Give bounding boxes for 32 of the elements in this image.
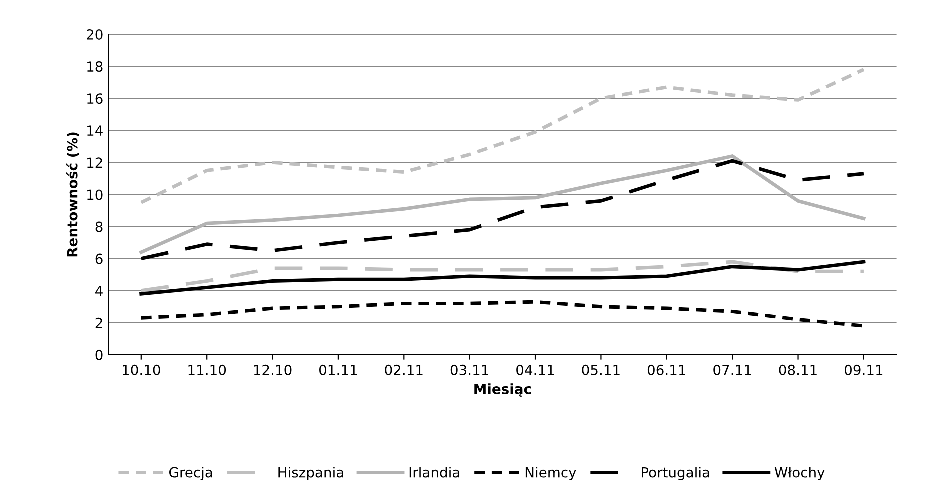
x-tick-label: 08.11: [779, 364, 817, 376]
x-tick-label: 09.11: [844, 364, 883, 376]
legend-label: Grecja: [170, 467, 212, 480]
legend-label: Włochy: [774, 467, 825, 480]
x-tick-label: 01.11: [320, 364, 358, 376]
legend-label: Portugalia: [642, 467, 710, 480]
x-tick-label: 06.11: [648, 364, 686, 376]
y-tick-label: 4: [96, 286, 103, 296]
x-tick-label: 12.10: [254, 364, 292, 376]
y-tick-label: 16: [88, 94, 103, 104]
y-tick-label: 12: [88, 158, 102, 168]
x-tick-label: 11.10: [188, 364, 226, 376]
y-tick-label: 10: [88, 190, 103, 200]
y-tick-label: 8: [96, 222, 103, 232]
x-tick-label: 03.11: [450, 364, 488, 376]
x-tick-label: 05.11: [582, 364, 620, 376]
x-axis-title: Miesiąc: [474, 384, 532, 397]
x-tick-label: 04.11: [516, 364, 554, 376]
legend-label: Niemcy: [526, 467, 576, 480]
y-tick-label: 0: [96, 350, 103, 360]
line-series: [140, 68, 866, 204]
y-axis-title: Rentowność (%): [66, 132, 80, 257]
x-tick-label: 07.11: [714, 364, 752, 376]
legend-label: Hiszpania: [278, 467, 344, 480]
x-tick-label: 02.11: [385, 364, 423, 376]
legend-label: Irlandia: [410, 467, 460, 478]
y-tick-label: 18: [88, 62, 103, 72]
y-tick-label: 20: [87, 29, 103, 40]
y-tick-label: 14: [88, 126, 103, 136]
y-tick-label: 2: [96, 318, 102, 328]
x-tick-label: 10.10: [123, 364, 160, 376]
y-tick-label: 6: [96, 254, 103, 264]
